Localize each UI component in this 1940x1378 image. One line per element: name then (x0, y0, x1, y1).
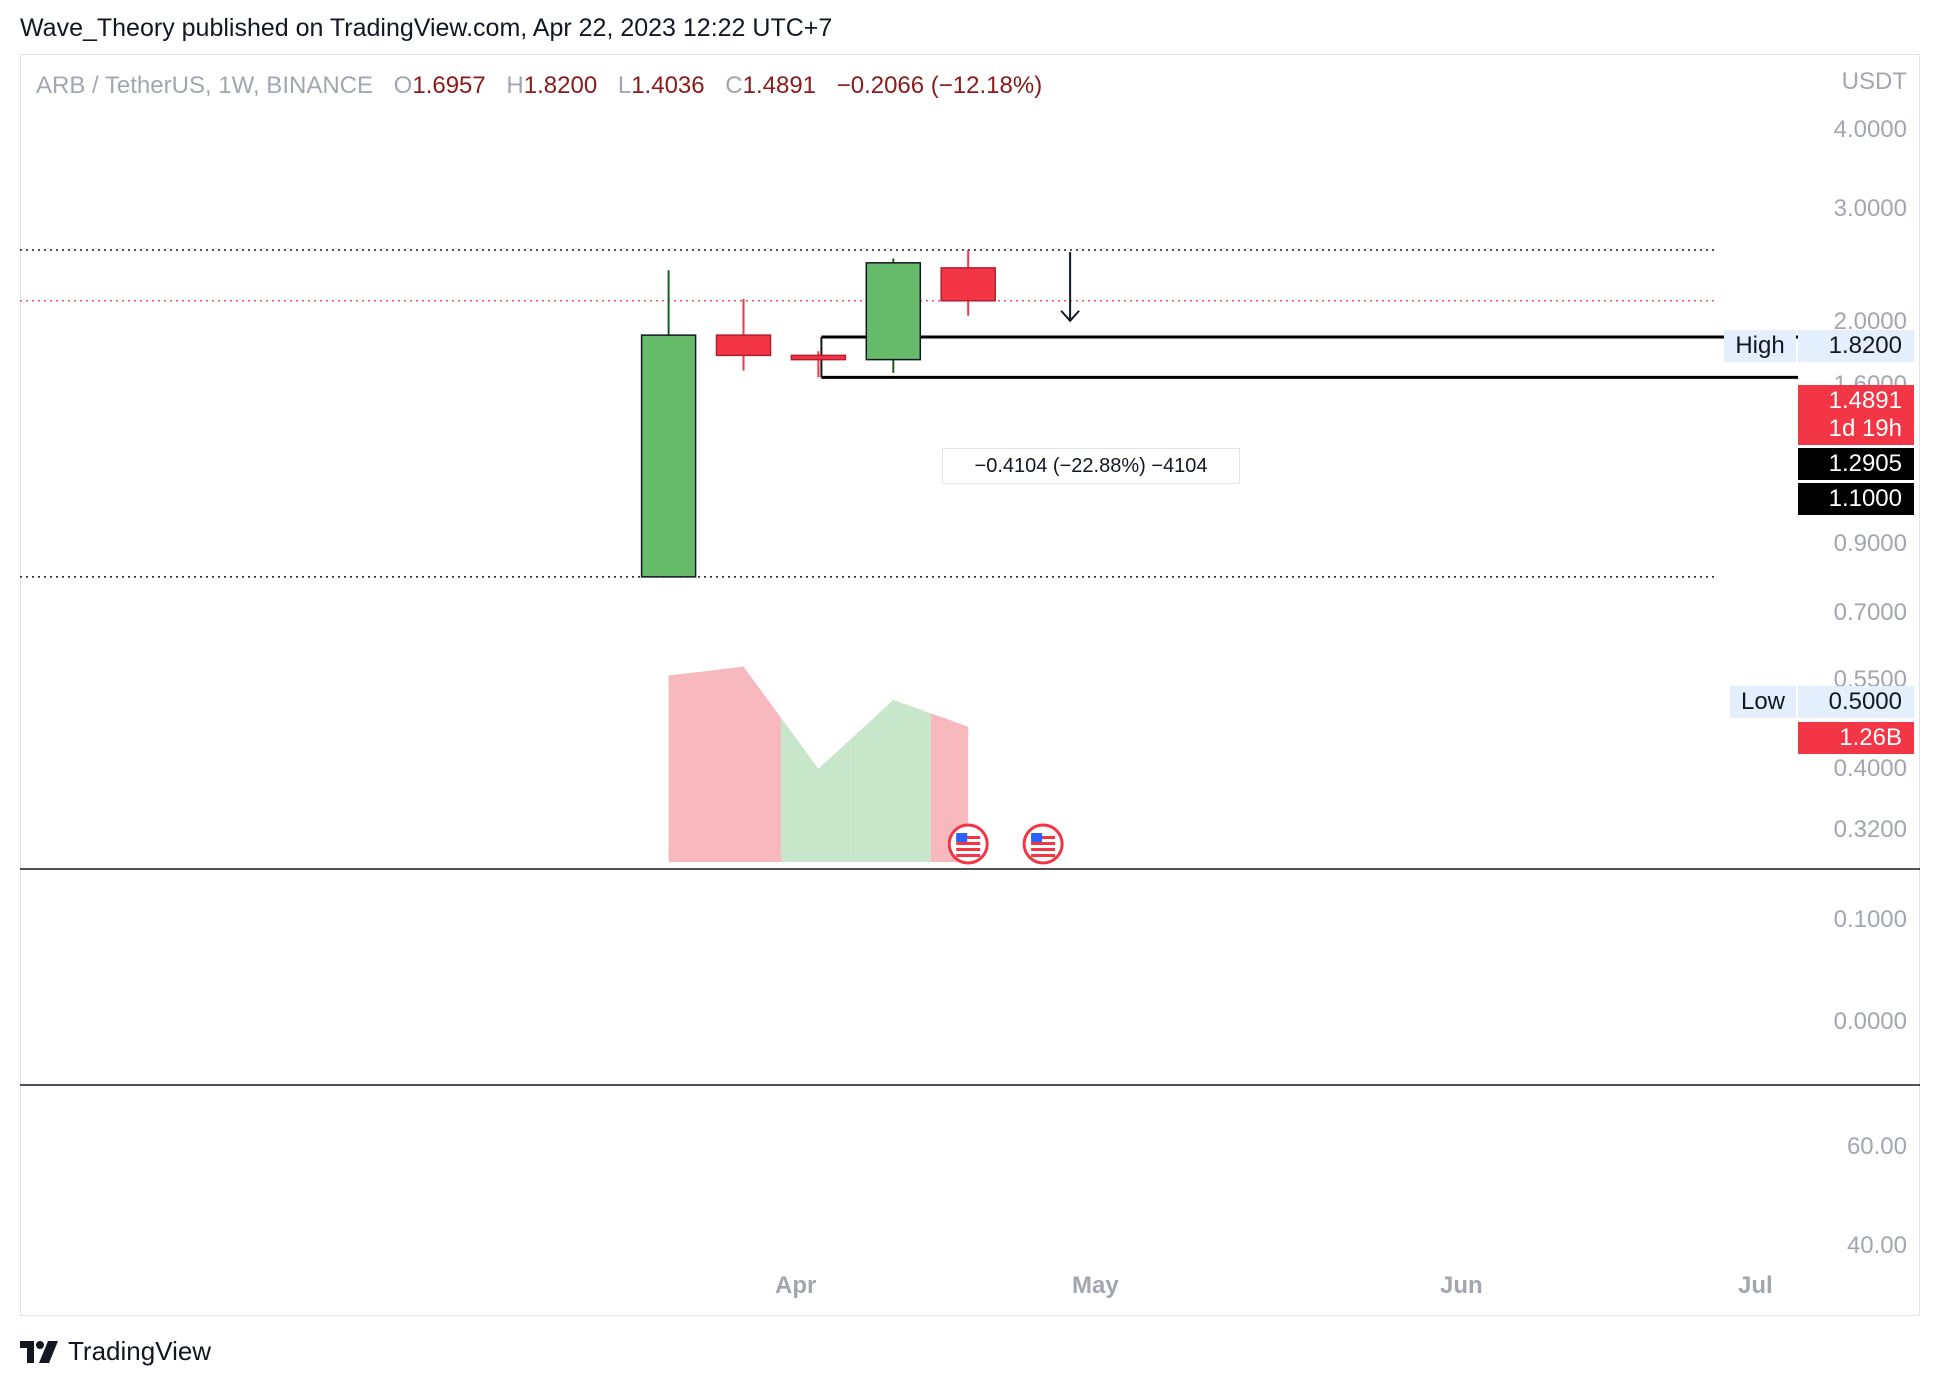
flag-canton (1031, 833, 1043, 842)
candle-body (940, 267, 996, 302)
candle-body (715, 334, 772, 357)
high-tag-value: 1.8200 (1798, 330, 1914, 362)
volume-area-segment (706, 666, 781, 862)
close-value: 1.4891 (742, 72, 817, 99)
level-lines (20, 249, 1798, 578)
us-flag-icon (947, 823, 989, 865)
axis-tick: 4.0000 (1833, 116, 1907, 143)
flag-stripe (956, 854, 981, 857)
us-flag-icon (1022, 823, 1064, 865)
open-key: O (393, 72, 413, 99)
axis-tick: 0.4000 (1833, 755, 1907, 782)
axis-tick: 0.7000 (1833, 599, 1907, 626)
axis-currency-label: USDT (1841, 68, 1907, 95)
publisher-header: Wave_Theory published on TradingView.com… (20, 14, 833, 42)
flag-stripe (1031, 836, 1056, 839)
level-lower-tag[interactable]: 1.1000 (1798, 483, 1914, 515)
axis-tick: 0.0000 (1833, 1008, 1907, 1035)
close-key: C (725, 72, 743, 99)
high-tag-label: High (1724, 330, 1796, 362)
candle-body (790, 354, 847, 361)
flag-stripe (1031, 842, 1056, 845)
volume-area-segment (668, 671, 707, 862)
axis-tick: 40.00 (1846, 1232, 1907, 1259)
low-value: 1.4036 (631, 72, 705, 99)
low-tag-value: 0.5000 (1798, 686, 1914, 718)
flag-stripe (1031, 848, 1056, 851)
high-key: H (506, 72, 524, 99)
volume-tag: 1.26B (1798, 722, 1914, 754)
candle-body (640, 334, 697, 578)
measure-arrow-head (1060, 310, 1080, 323)
tradingview-logo[interactable]: TradingView (20, 1336, 211, 1367)
countdown-tag: 1d 19h (1798, 415, 1914, 445)
candles (640, 249, 996, 578)
candle-body (865, 262, 922, 361)
tradingview-logo-icon (20, 1340, 58, 1363)
flag-canton (956, 833, 968, 842)
time-label: May (1072, 1272, 1119, 1299)
level-upper-tag[interactable]: 1.2905 (1798, 448, 1914, 480)
volume-area-segment (855, 699, 931, 862)
chart-legend: ARB / TetherUS, 1W, BINANCE O1.6957 H1.8… (36, 72, 1042, 100)
low-key: L (617, 72, 632, 99)
symbol-label[interactable]: ARB / TetherUS, 1W, BINANCE (36, 72, 373, 99)
last-price-tag[interactable]: 1.4891 (1798, 385, 1914, 417)
low-tag-label: Low (1730, 686, 1796, 718)
flag-stripe (1031, 854, 1056, 857)
volume-area (668, 666, 969, 862)
volume-area-segment (780, 717, 856, 862)
time-label: Apr (775, 1272, 817, 1299)
axis-tick: 3.0000 (1833, 195, 1907, 222)
axis-tick: 0.9000 (1833, 530, 1907, 557)
chart-frame[interactable] (20, 54, 1920, 1316)
time-label: Jun (1440, 1272, 1483, 1299)
high-value: 1.8200 (523, 72, 598, 99)
tradingview-brand: TradingView (68, 1336, 212, 1366)
axis-tick: 0.3200 (1833, 816, 1907, 843)
open-value: 1.6957 (412, 72, 486, 99)
time-label: Jul (1738, 1272, 1773, 1299)
flag-stripe (956, 836, 981, 839)
flag-stripe (956, 842, 981, 845)
flag-stripe (956, 848, 981, 851)
pane-separators (20, 868, 1920, 1086)
economic-events (947, 823, 1064, 865)
axis-tick: 60.00 (1846, 1133, 1907, 1160)
axis-tick: 0.1000 (1833, 906, 1907, 933)
volume-area-segment (930, 713, 969, 862)
measure-label[interactable]: −0.4104 (−22.88%) −4104 (942, 448, 1240, 484)
change-value: −0.2066 (−12.18%) (836, 72, 1043, 99)
